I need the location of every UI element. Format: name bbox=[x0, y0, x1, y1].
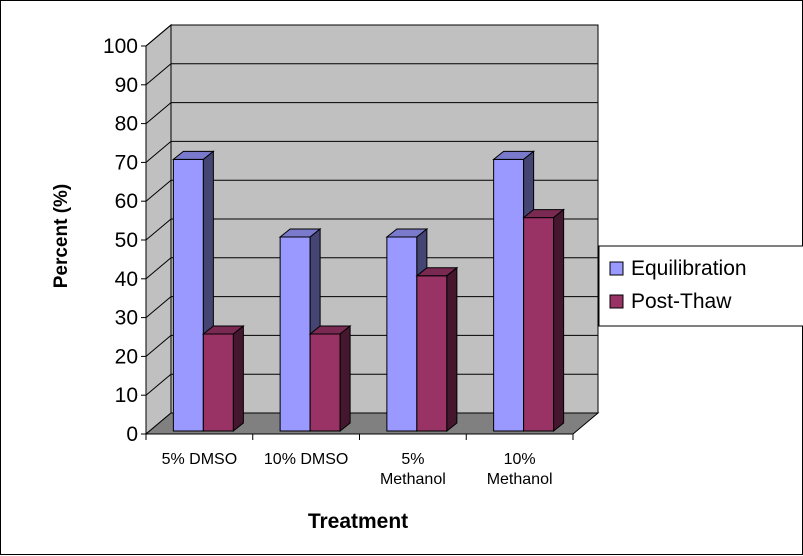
y-tick-labels: 0 10 20 30 40 50 60 70 80 90 100 bbox=[103, 35, 138, 446]
y-tick-label-80: 80 bbox=[115, 113, 138, 136]
gridline bbox=[145, 24, 598, 47]
y-tick-label-0: 0 bbox=[126, 423, 138, 446]
bar-post-thaw-5-methanol bbox=[415, 266, 459, 433]
bars bbox=[171, 150, 566, 433]
gridline bbox=[145, 63, 598, 86]
bar-post-thaw-5-dmso bbox=[201, 324, 245, 433]
y-axis-label: Percent (%) bbox=[51, 184, 72, 289]
x-tick-label-10-methanol: 10% Methanol bbox=[487, 451, 553, 488]
legend-swatch-equilibration bbox=[609, 261, 624, 276]
y-tick-label-100: 100 bbox=[103, 35, 138, 58]
y-tick-label-70: 70 bbox=[115, 151, 138, 174]
legend: Equilibration Post-Thaw bbox=[598, 245, 803, 327]
gridline bbox=[145, 102, 598, 124]
bar-post-thaw-10-dmso bbox=[308, 324, 352, 433]
gridline bbox=[145, 218, 598, 241]
bar-post-thaw-10-methanol bbox=[522, 208, 566, 433]
x-axis-label: Treatment bbox=[308, 510, 408, 533]
y-tick-label-90: 90 bbox=[115, 74, 138, 97]
y-tick-label-40: 40 bbox=[115, 268, 138, 291]
legend-swatch-post-thaw bbox=[609, 294, 624, 309]
y-tick-label-30: 30 bbox=[115, 307, 138, 330]
x-tick-label-10-dmso: 10% DMSO bbox=[264, 451, 348, 468]
x-tick-labels: 5% DMSO 10% DMSO 5% Methanol 10% Methanol bbox=[162, 451, 553, 488]
gridline bbox=[145, 179, 598, 202]
y-tick-label-20: 20 bbox=[115, 345, 138, 368]
y-tick-label-50: 50 bbox=[115, 229, 138, 252]
gridline bbox=[145, 257, 598, 280]
x-tick-label-5-dmso: 5% DMSO bbox=[162, 451, 238, 468]
axes bbox=[141, 45, 574, 440]
gridline bbox=[145, 140, 598, 163]
legend-label-post-thaw: Post-Thaw bbox=[631, 290, 732, 313]
y-tick-label-60: 60 bbox=[115, 190, 138, 213]
y-tick-label-10: 10 bbox=[115, 384, 138, 407]
legend-box bbox=[598, 245, 803, 327]
x-tick-label-5-methanol: 5% Methanol bbox=[380, 451, 446, 488]
legend-label-equilibration: Equilibration bbox=[631, 257, 747, 280]
